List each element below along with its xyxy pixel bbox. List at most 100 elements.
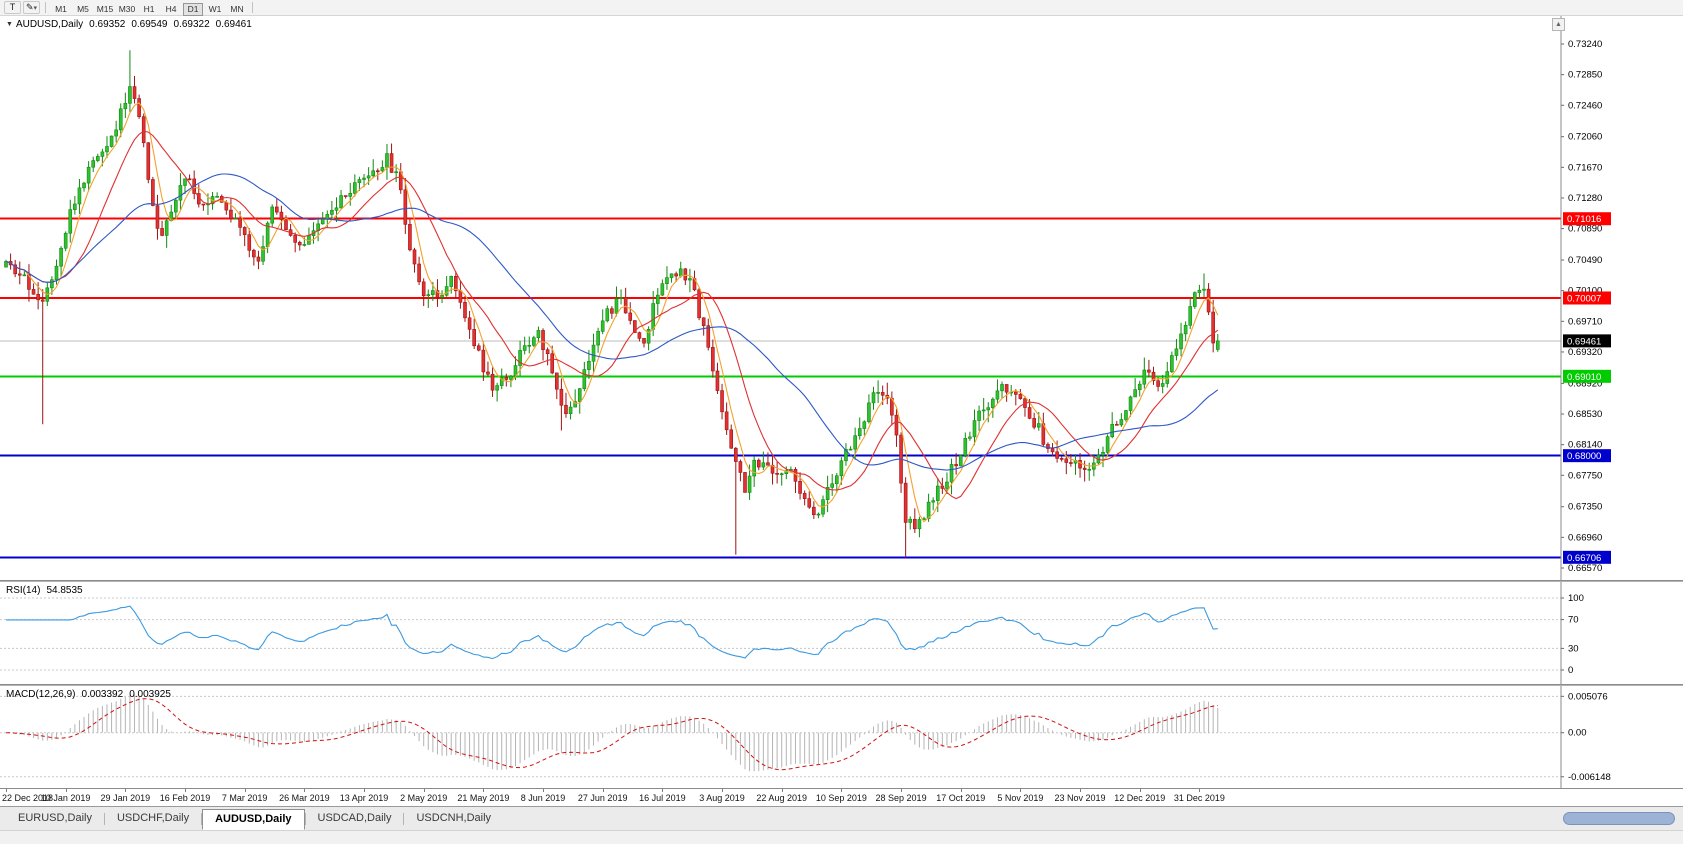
macd-indicator-name: MACD(12,26,9) bbox=[6, 689, 76, 700]
drawing-tool-button[interactable]: ✎▾ bbox=[23, 1, 40, 14]
main-chart-panel[interactable]: 0.73240 0.72850 0.72460 0.72060 0.71670 0.712… bbox=[0, 16, 1683, 580]
tab-separator bbox=[103, 812, 105, 825]
date-label: 7 Mar 2019 bbox=[221, 793, 268, 803]
svg-text:70: 70 bbox=[1568, 615, 1579, 626]
date-tick bbox=[841, 789, 843, 792]
symbol-label: AUDUSD,Daily bbox=[15, 19, 84, 30]
svg-text:0: 0 bbox=[1568, 665, 1573, 676]
date-tick bbox=[244, 789, 246, 792]
toolbar-separator bbox=[252, 2, 253, 13]
date-tick bbox=[6, 789, 7, 792]
date-tick bbox=[781, 789, 783, 792]
panel-splitter[interactable] bbox=[0, 580, 1683, 582]
panel-splitter[interactable] bbox=[0, 684, 1683, 686]
toolbar-separator bbox=[45, 2, 46, 13]
timeframe-button-d1[interactable]: D1 bbox=[183, 2, 203, 16]
svg-text:0.67350: 0.67350 bbox=[1568, 502, 1602, 513]
close-value: 0.69461 bbox=[215, 19, 252, 30]
svg-text:0.70490: 0.70490 bbox=[1568, 255, 1602, 266]
date-axis: 22 Dec 2018 10 Jan 2019 29 Jan 2019 16 Feb … bbox=[0, 788, 1683, 806]
date-label: 3 Aug 2019 bbox=[699, 793, 745, 803]
svg-text:-0.006148: -0.006148 bbox=[1568, 772, 1611, 783]
date-tick bbox=[65, 789, 67, 792]
timeframe-button-m1[interactable]: M1 bbox=[51, 3, 71, 16]
chevron-down-icon: ▾ bbox=[33, 5, 38, 12]
svg-text:0.70007: 0.70007 bbox=[1567, 293, 1601, 304]
date-label: 10 Jan 2019 bbox=[40, 793, 91, 803]
date-label: 21 May 2019 bbox=[457, 793, 510, 803]
one-click-collapse-icon[interactable]: ▼ bbox=[6, 21, 13, 28]
svg-text:0.70890: 0.70890 bbox=[1568, 224, 1602, 235]
svg-text:0.72060: 0.72060 bbox=[1568, 132, 1602, 143]
tab-audusd[interactable]: AUDUSD,Daily bbox=[202, 808, 305, 830]
timeframe-button-m15[interactable]: M15 bbox=[96, 3, 114, 14]
date-tick bbox=[1139, 789, 1141, 792]
date-tick bbox=[543, 789, 545, 792]
svg-text:0.70100: 0.70100 bbox=[1568, 286, 1602, 297]
date-label: 22 Aug 2019 bbox=[756, 793, 807, 803]
timeframe-button-h1[interactable]: H1 bbox=[139, 3, 159, 16]
svg-text:30: 30 bbox=[1568, 643, 1579, 654]
low-value: 0.69322 bbox=[173, 19, 210, 30]
svg-text:0.66570: 0.66570 bbox=[1568, 563, 1602, 574]
tab-separator bbox=[304, 812, 306, 825]
tabbar-scrollbar[interactable] bbox=[1563, 812, 1675, 825]
tab-usdcnh[interactable]: USDCNH,Daily bbox=[416, 812, 492, 824]
date-tick bbox=[1199, 789, 1201, 792]
timeframe-button-w1[interactable]: W1 bbox=[205, 3, 225, 16]
svg-text:0.71016: 0.71016 bbox=[1567, 214, 1601, 225]
timeframe-button-mn[interactable]: MN bbox=[227, 3, 247, 16]
rsi-panel[interactable]: 100 70 30 0 RSI(14) 54.8535 bbox=[0, 582, 1683, 684]
timeframe-button-h4[interactable]: H4 bbox=[161, 3, 181, 16]
date-label: 13 Apr 2019 bbox=[339, 793, 389, 803]
main-chart-svg: 0.73240 0.72850 0.72460 0.72060 0.71670 0.712… bbox=[0, 16, 1611, 580]
chart-toolbar: T ✎▾ M1 M5 M15 M30 H1 H4 D1 W1 MN bbox=[0, 0, 1683, 16]
date-tick bbox=[722, 789, 724, 792]
date-label: 22 Dec 2018 bbox=[2, 793, 54, 803]
svg-text:0.69010: 0.69010 bbox=[1567, 372, 1601, 383]
date-label: 2 May 2019 bbox=[400, 793, 448, 803]
date-label: 28 Sep 2019 bbox=[875, 793, 927, 803]
svg-text:0.00: 0.00 bbox=[1568, 728, 1587, 739]
tab-usdchf[interactable]: USDCHF,Daily bbox=[116, 812, 190, 824]
date-tick bbox=[483, 789, 485, 792]
date-label: 16 Feb 2019 bbox=[159, 793, 211, 803]
brush-icon: ✎ bbox=[25, 2, 34, 12]
open-value: 0.69352 bbox=[89, 19, 126, 30]
svg-text:0.68530: 0.68530 bbox=[1568, 409, 1602, 420]
timeframe-button-m5[interactable]: M5 bbox=[73, 3, 93, 16]
status-strip bbox=[0, 830, 1683, 844]
date-label: 10 Sep 2019 bbox=[815, 793, 867, 803]
tab-eurusd[interactable]: EURUSD,Daily bbox=[18, 812, 92, 824]
svg-text:0.66960: 0.66960 bbox=[1568, 532, 1602, 543]
svg-text:0.66706: 0.66706 bbox=[1567, 553, 1601, 564]
rsi-value: 54.8535 bbox=[46, 585, 83, 596]
date-tick bbox=[960, 789, 962, 792]
macd-panel[interactable]: 0.005076 0.00 -0.006148 MACD(12,26,9) 0.003… bbox=[0, 686, 1683, 788]
svg-text:0.68920: 0.68920 bbox=[1568, 378, 1602, 389]
scroll-up-button[interactable]: ▲ bbox=[1552, 18, 1565, 31]
rsi-header: RSI(14) 54.8535 bbox=[6, 585, 83, 596]
timeframe-button-m30[interactable]: M30 bbox=[118, 3, 136, 14]
date-tick bbox=[901, 789, 903, 792]
tab-separator bbox=[201, 812, 203, 825]
date-tick bbox=[423, 789, 425, 792]
chart-tab-bar: EURUSD,Daily USDCHF,Daily AUDUSD,Daily USDC… bbox=[0, 806, 1683, 830]
macd-header: MACD(12,26,9) 0.003392 0.003925 bbox=[6, 689, 171, 700]
svg-text:0.69461: 0.69461 bbox=[1567, 336, 1601, 347]
macd-value: 0.003392 bbox=[81, 689, 124, 700]
svg-text:0.73240: 0.73240 bbox=[1568, 39, 1602, 50]
svg-text:0.72850: 0.72850 bbox=[1568, 70, 1602, 81]
text-tool-button[interactable]: T bbox=[4, 1, 21, 14]
svg-text:0.005076: 0.005076 bbox=[1568, 691, 1608, 702]
svg-text:0.67750: 0.67750 bbox=[1568, 470, 1602, 481]
date-label: 16 Jul 2019 bbox=[639, 793, 686, 803]
high-value: 0.69549 bbox=[131, 19, 168, 30]
tab-usdcad[interactable]: USDCAD,Daily bbox=[317, 812, 392, 824]
date-tick bbox=[185, 789, 186, 792]
svg-text:0.69710: 0.69710 bbox=[1568, 316, 1602, 327]
date-label: 8 Jun 2019 bbox=[520, 793, 566, 803]
date-tick bbox=[1080, 789, 1082, 792]
main-chart-header: ▼ AUDUSD,Daily 0.69352 0.69549 0.69322 0.6946… bbox=[6, 19, 252, 30]
rsi-svg: 100 70 30 0 bbox=[0, 582, 1584, 684]
